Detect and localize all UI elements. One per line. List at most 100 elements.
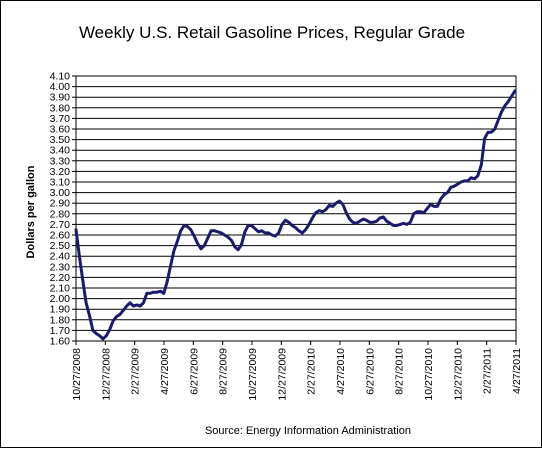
data-point-79: [341, 203, 344, 206]
data-point-46: [230, 239, 233, 242]
y-tick-label-11: 2.70: [50, 219, 71, 231]
data-point-4: [88, 314, 91, 317]
data-point-76: [331, 205, 334, 208]
data-point-127: [503, 104, 507, 107]
data-point-70: [311, 216, 314, 220]
data-point-130: [513, 89, 517, 93]
data-point-5: [91, 329, 95, 332]
data-point-15: [125, 304, 128, 308]
y-tick-label-1: 1.70: [50, 325, 71, 337]
data-point-10: [108, 328, 112, 331]
data-point-123: [490, 131, 493, 134]
data-point-21: [145, 292, 149, 295]
data-point-11: [111, 319, 115, 323]
data-point-78: [338, 199, 341, 203]
y-tick-label-12: 2.80: [50, 208, 71, 220]
y-tick-label-21: 3.70: [50, 113, 71, 125]
data-point-27: [166, 280, 169, 283]
data-point-74: [324, 208, 328, 211]
data-point-28: [169, 264, 172, 267]
data-point-101: [415, 210, 419, 213]
data-point-29: [172, 249, 176, 253]
x-tick-label-14: 2/27/2011: [482, 348, 494, 394]
x-tick-label-1: 12/27/2008: [100, 348, 112, 401]
data-point-48: [236, 248, 240, 251]
data-point-112: [453, 185, 456, 188]
data-point-53: [253, 227, 257, 230]
data-point-39: [206, 237, 209, 240]
data-point-26: [162, 292, 165, 295]
y-tick-label-0: 1.60: [50, 336, 71, 348]
x-tick-label-12: 10/27/2010: [423, 348, 435, 401]
data-point-12: [115, 315, 118, 318]
data-point-3: [84, 301, 88, 304]
source-note: Source: Energy Information Administratio…: [205, 425, 411, 437]
data-point-42: [216, 230, 219, 233]
data-point-51: [247, 224, 250, 227]
data-point-118: [473, 177, 476, 180]
data-point-120: [480, 163, 483, 167]
x-tick-label-4: 6/27/2009: [188, 348, 200, 395]
data-point-19: [139, 304, 142, 308]
data-point-25: [159, 290, 162, 293]
data-point-16: [128, 301, 132, 304]
data-point-116: [466, 179, 469, 183]
y-tick-label-18: 3.40: [50, 145, 71, 157]
data-point-56: [263, 231, 267, 235]
data-point-69: [307, 223, 311, 226]
data-point-115: [463, 179, 466, 183]
y-axis: 1.601.701.801.902.002.102.202.302.402.50…: [50, 71, 76, 348]
y-tick-label-22: 3.80: [50, 102, 71, 114]
data-point-125: [496, 119, 500, 122]
x-tick-label-0: 10/27/2008: [71, 348, 83, 401]
data-point-32: [182, 224, 186, 227]
y-tick-label-7: 2.30: [50, 261, 71, 273]
data-point-96: [399, 223, 402, 226]
data-point-81: [348, 217, 351, 221]
data-point-110: [446, 191, 449, 194]
data-point-68: [304, 228, 307, 231]
y-tick-label-15: 3.10: [50, 177, 71, 189]
data-point-103: [422, 211, 426, 214]
data-point-87: [368, 221, 371, 224]
plot-area: [75, 75, 517, 342]
chart-title: Weekly U.S. Retail Gasoline Prices, Regu…: [79, 23, 465, 42]
data-point-62: [284, 219, 287, 222]
data-point-6: [95, 332, 98, 335]
y-axis-label: Dollars per gallon: [25, 165, 37, 258]
data-point-44: [223, 233, 226, 237]
data-point-57: [267, 231, 270, 235]
x-tick-label-10: 6/27/2010: [364, 348, 376, 395]
x-tick-label-5: 8/27/2009: [218, 348, 230, 395]
data-point-122: [486, 131, 490, 134]
data-point-22: [149, 292, 152, 295]
data-point-41: [213, 229, 216, 232]
y-tick-label-24: 4.00: [50, 81, 71, 93]
y-tick-label-25: 4.10: [50, 71, 71, 83]
data-point-63: [287, 221, 290, 224]
y-tick-label-17: 3.30: [50, 155, 71, 167]
y-tick-label-13: 2.90: [50, 198, 71, 210]
data-point-2: [81, 279, 85, 282]
data-point-17: [132, 304, 135, 308]
data-point-73: [321, 210, 324, 213]
data-point-86: [365, 219, 368, 222]
series-layer: [74, 89, 517, 341]
y-tick-label-3: 1.90: [50, 304, 71, 316]
x-tick-label-9: 4/27/2010: [335, 348, 347, 395]
x-tick-label-6: 10/27/2009: [247, 348, 259, 401]
data-point-14: [122, 309, 125, 312]
data-point-50: [243, 230, 247, 233]
data-point-65: [294, 226, 297, 229]
y-tick-label-6: 2.20: [50, 272, 71, 284]
data-point-18: [135, 303, 138, 307]
data-point-126: [500, 110, 503, 114]
data-point-64: [290, 224, 294, 227]
y-tick-label-4: 2.00: [50, 293, 71, 305]
y-tick-label-10: 2.60: [50, 230, 71, 242]
data-point-77: [334, 202, 338, 205]
data-point-31: [179, 229, 182, 232]
data-point-90: [378, 216, 382, 220]
